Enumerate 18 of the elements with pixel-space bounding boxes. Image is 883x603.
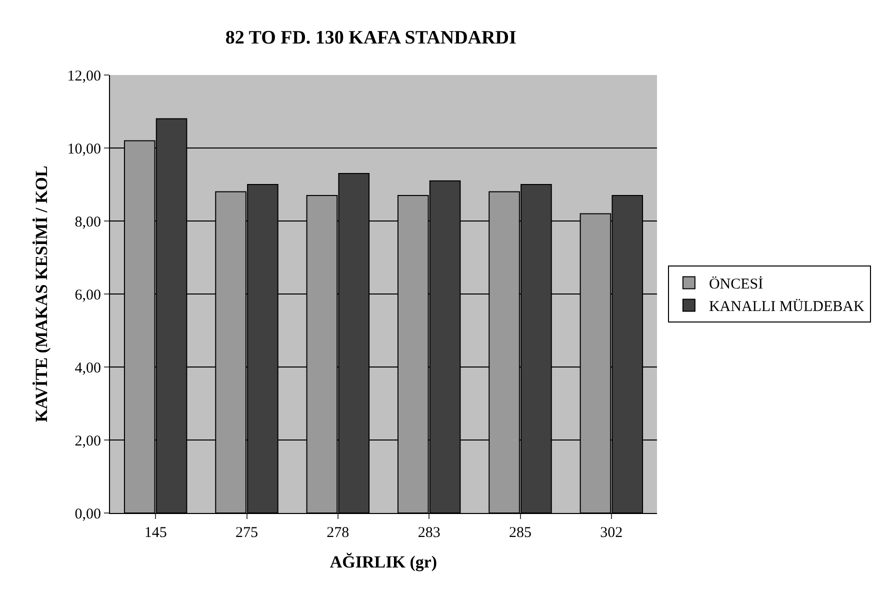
y-tick-label: 12,00 [67,68,101,84]
legend-label: KANALLI MÜLDEBAK [708,298,865,316]
y-tick-label: 2,00 [74,433,101,450]
y-tick-label: 10,00 [67,141,101,158]
y-tick-label: 8,00 [74,214,101,230]
x-tick-label: 285 [509,525,532,541]
y-tick-label: 6,00 [74,287,101,304]
y-tick-label: 0,00 [74,506,101,522]
y-axis-title: KAVİTE (MAKAS KESİMİ / KOL [32,166,51,422]
x-axis-title: AĞIRLIK (gr) [330,552,438,572]
x-tick-label: 283 [418,525,440,541]
legend-label: ÖNCESİ [708,276,764,293]
x-tick-label: 278 [326,525,350,541]
x-tick-label: 302 [600,525,623,541]
chart-title: 82 TO FD. 130 KAFA STANDARDI [225,27,516,48]
x-tick-label: 275 [236,525,258,541]
y-tick-label: 4,00 [74,360,101,376]
x-tick-label: 145 [144,525,167,541]
